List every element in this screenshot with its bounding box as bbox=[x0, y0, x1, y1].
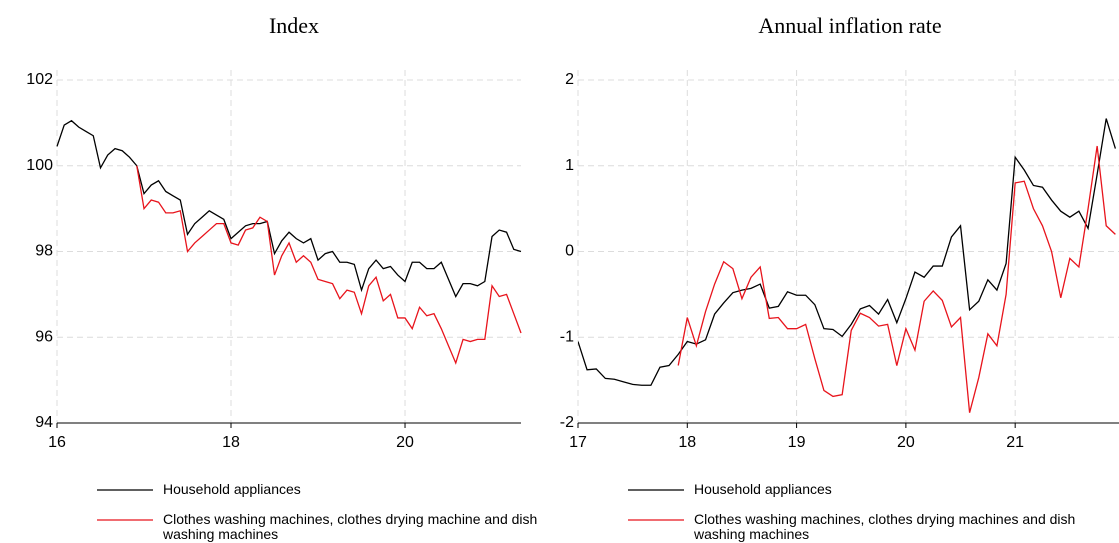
y-tick-label: 100 bbox=[26, 157, 53, 174]
y-tick-label: 0 bbox=[565, 243, 574, 260]
series-line bbox=[136, 165, 522, 365]
y-tick-label: 102 bbox=[26, 71, 53, 88]
chart-title: Index bbox=[269, 13, 319, 38]
legend-label: Household appliances bbox=[694, 481, 832, 497]
y-tick-label: -2 bbox=[560, 414, 574, 431]
x-tick-label: 20 bbox=[897, 434, 915, 451]
series-line bbox=[677, 145, 1116, 413]
y-tick-label: 98 bbox=[35, 243, 53, 260]
y-tick-label: -1 bbox=[560, 328, 574, 345]
y-tick-label: 2 bbox=[565, 71, 574, 88]
legend-label: Clothes washing machines, clothes drying… bbox=[694, 511, 1076, 542]
chart-title: Annual inflation rate bbox=[758, 13, 941, 38]
x-tick-label: 16 bbox=[48, 434, 66, 451]
x-tick-label: 20 bbox=[396, 434, 414, 451]
x-tick-label: 17 bbox=[569, 434, 587, 451]
x-tick-label: 19 bbox=[788, 434, 806, 451]
y-tick-label: 96 bbox=[35, 328, 53, 345]
legend-label: Clothes washing machines, clothes drying… bbox=[163, 511, 538, 542]
y-tick-label: 1 bbox=[565, 157, 574, 174]
x-tick-label: 18 bbox=[678, 434, 696, 451]
series-line bbox=[578, 118, 1117, 386]
x-tick-label: 21 bbox=[1006, 434, 1024, 451]
series-line bbox=[56, 119, 522, 298]
x-tick-label: 18 bbox=[222, 434, 240, 451]
y-tick-label: 94 bbox=[35, 414, 53, 431]
legend-label: Household appliances bbox=[163, 481, 301, 497]
